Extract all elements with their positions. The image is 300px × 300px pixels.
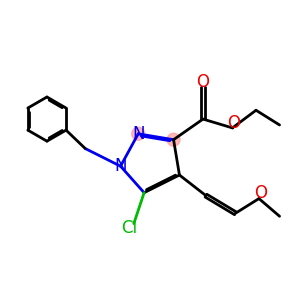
Text: O: O	[227, 114, 240, 132]
Circle shape	[132, 127, 145, 140]
Text: N: N	[114, 157, 127, 175]
Text: Cl: Cl	[121, 219, 137, 237]
Text: N: N	[132, 125, 145, 143]
Text: O: O	[196, 73, 209, 91]
Text: O: O	[254, 184, 267, 202]
Circle shape	[167, 133, 180, 146]
